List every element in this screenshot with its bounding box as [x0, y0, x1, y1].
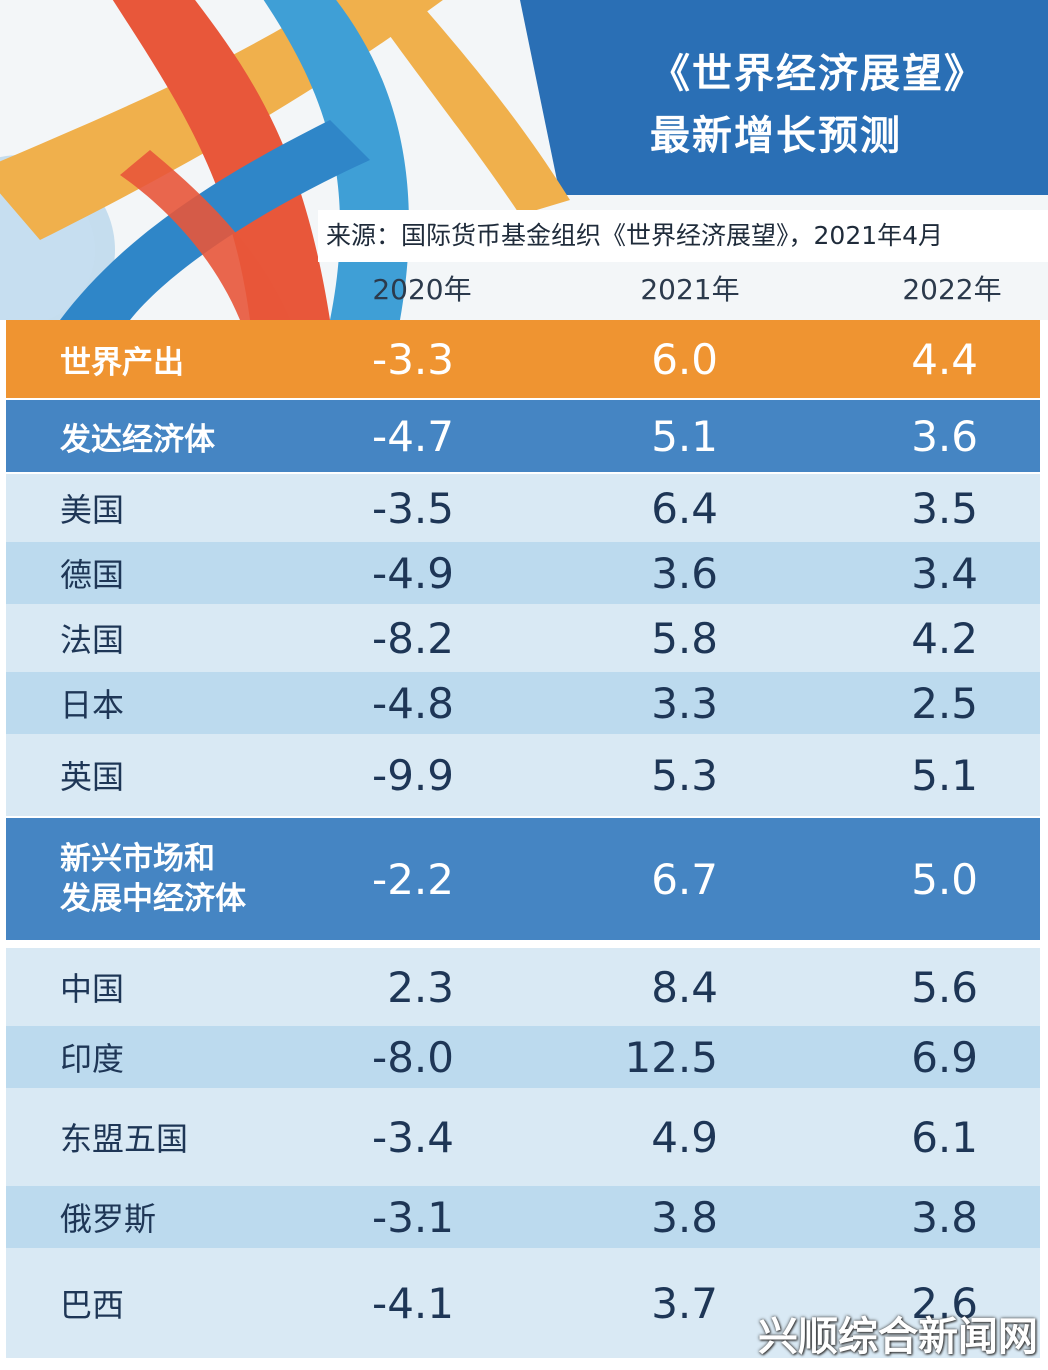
cell-2020: -4.9 — [372, 548, 454, 598]
table-row: 新兴市场和 发展中经济体 -2.2 6.7 5.0 — [6, 818, 1040, 940]
source-note: 来源：国际货币基金组织《世界经济展望》，2021年4月 — [326, 221, 944, 250]
cell-2021: 3.7 — [651, 1278, 718, 1328]
cell-2021: 6.4 — [651, 483, 718, 533]
cell-2022: 2.5 — [911, 678, 978, 728]
table-row: 巴西 -4.1 3.7 2.6 — [6, 1248, 1040, 1358]
cell-2020: 2.3 — [387, 962, 454, 1012]
cell-2020: -3.5 — [372, 483, 454, 533]
cell-2020: -9.9 — [372, 750, 454, 800]
cell-2021: 6.0 — [651, 334, 718, 384]
cell-2022: 3.8 — [911, 1192, 978, 1242]
row-label: 发达经济体 — [60, 421, 215, 458]
title-line-1: 《世界经济展望》 — [650, 51, 986, 97]
row-label: 巴西 — [60, 1286, 125, 1324]
table-row: 中国 2.3 8.4 5.6 — [6, 948, 1040, 1026]
cell-2021: 3.3 — [651, 678, 718, 728]
cell-2022: 5.6 — [911, 962, 978, 1012]
row-label: 世界产出 — [60, 344, 184, 381]
cell-2022: 5.0 — [911, 854, 978, 904]
row-label: 日本 — [60, 686, 125, 724]
cell-2021: 12.5 — [624, 1032, 718, 1082]
cell-2020: -8.0 — [372, 1032, 454, 1082]
cell-2021: 8.4 — [651, 962, 718, 1012]
row-label: 英国 — [60, 758, 125, 796]
cell-2022: 3.6 — [911, 411, 978, 461]
cell-2021: 4.9 — [651, 1112, 718, 1162]
table-row: 印度 -8.0 12.5 6.9 — [6, 1026, 1040, 1088]
row-label-text: 新兴市场和 发展中经济体 — [60, 841, 246, 917]
row-label: 法国 — [60, 621, 125, 659]
cell-2021: 5.3 — [651, 750, 718, 800]
cell-2022: 3.4 — [911, 548, 978, 598]
row-label: 德国 — [60, 556, 125, 594]
table-row: 美国 -3.5 6.4 3.5 — [6, 474, 1040, 542]
row-label: 东盟五国 — [60, 1120, 189, 1158]
cell-2020: -3.3 — [372, 334, 454, 384]
row-label: 印度 — [60, 1040, 125, 1078]
row-label: 中国 — [60, 970, 125, 1008]
table-row: 法国 -8.2 5.8 4.2 — [6, 604, 1040, 672]
row-label: 新兴市场和 发展中经济体 — [60, 818, 310, 940]
cell-2022: 3.5 — [911, 483, 978, 533]
cell-2022: 6.9 — [911, 1032, 978, 1082]
title-line-2: 最新增长预测 — [650, 113, 902, 159]
table-row: 俄罗斯 -3.1 3.8 3.8 — [6, 1186, 1040, 1248]
column-header-2022: 2022年 — [902, 273, 1002, 306]
cell-2021: 5.1 — [651, 411, 718, 461]
cell-2020: -2.2 — [372, 854, 454, 904]
cell-2020: -4.1 — [372, 1278, 454, 1328]
cell-2020: -8.2 — [372, 613, 454, 663]
cell-2022: 2.6 — [911, 1278, 978, 1328]
table-row: 东盟五国 -3.4 4.9 6.1 — [6, 1088, 1040, 1186]
cell-2022: 4.4 — [911, 334, 978, 384]
cell-2020: -3.4 — [372, 1112, 454, 1162]
cell-2021: 3.8 — [651, 1192, 718, 1242]
row-label: 美国 — [60, 491, 125, 529]
ribbon-illustration — [0, 0, 1048, 320]
cell-2020: -4.8 — [372, 678, 454, 728]
header-banner: 《世界经济展望》 最新增长预测 来源：国际货币基金组织《世界经济展望》，2021… — [0, 0, 1048, 320]
watermark: 兴顺综合新闻网 — [758, 1314, 1038, 1360]
cell-2020: -4.7 — [372, 411, 454, 461]
cell-2022: 6.1 — [911, 1112, 978, 1162]
cell-2021: 5.8 — [651, 613, 718, 663]
cell-2021: 3.6 — [651, 548, 718, 598]
column-header-2021: 2021年 — [640, 273, 740, 306]
column-header-2020: 2020年 — [372, 273, 472, 306]
table-row: 英国 -9.9 5.3 5.1 — [6, 734, 1040, 816]
table-row: 发达经济体 -4.7 5.1 3.6 — [6, 400, 1040, 472]
cell-2021: 6.7 — [651, 854, 718, 904]
row-label: 俄罗斯 — [60, 1200, 157, 1238]
table-row: 德国 -4.9 3.6 3.4 — [6, 542, 1040, 604]
table-row: 日本 -4.8 3.3 2.5 — [6, 672, 1040, 734]
table-row: 世界产出 -3.3 6.0 4.4 — [6, 320, 1040, 398]
cell-2022: 5.1 — [911, 750, 978, 800]
cell-2020: -3.1 — [372, 1192, 454, 1242]
cell-2022: 4.2 — [911, 613, 978, 663]
